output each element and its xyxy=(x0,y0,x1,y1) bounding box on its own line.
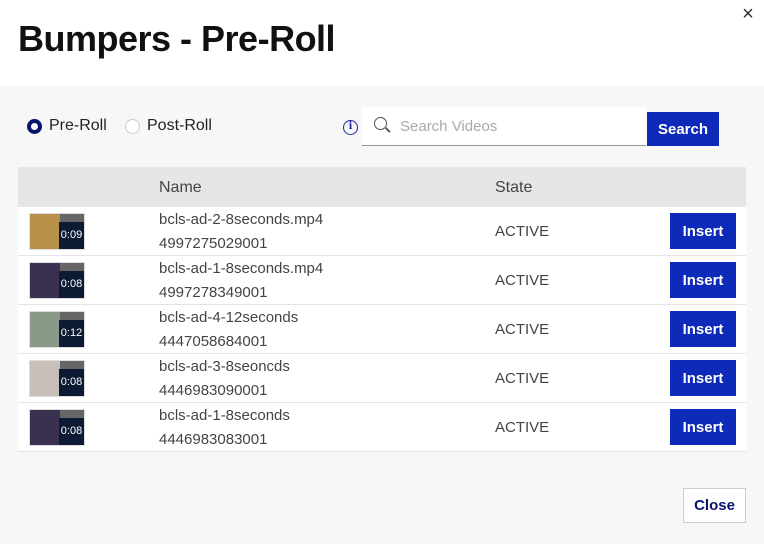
column-header-name: Name xyxy=(159,179,202,196)
table-row: 0:09 bcls-ad-2-8seconds.mp4 499727502900… xyxy=(18,207,746,256)
close-icon[interactable]: × xyxy=(742,3,754,25)
video-state: ACTIVE xyxy=(495,223,550,240)
radio-post-roll[interactable]: Post-Roll xyxy=(125,117,212,135)
table-row: 0:08 bcls-ad-3-8seoncds 4446983090001 AC… xyxy=(18,354,746,403)
insert-button[interactable]: Insert xyxy=(670,360,736,396)
table-row: 0:08 bcls-ad-1-8seconds.mp4 499727834900… xyxy=(18,256,746,305)
video-thumbnail[interactable]: 0:09 xyxy=(29,213,85,250)
dialog-title: Bumpers - Pre-Roll xyxy=(18,18,336,59)
duration-badge: 0:08 xyxy=(59,418,84,445)
table-row: 0:12 bcls-ad-4-12seconds 4447058684001 A… xyxy=(18,305,746,354)
search-input[interactable] xyxy=(400,107,640,145)
info-icon[interactable]: i xyxy=(343,120,358,135)
radio-label: Post-Roll xyxy=(147,117,212,134)
video-state: ACTIVE xyxy=(495,321,550,338)
table-header: Name State xyxy=(18,167,746,207)
search-button[interactable]: Search xyxy=(647,112,719,146)
video-thumbnail[interactable]: 0:08 xyxy=(29,262,85,299)
thumbnail-image xyxy=(30,312,60,347)
thumbnail-image xyxy=(30,361,60,396)
duration-badge: 0:08 xyxy=(59,369,84,396)
video-name: bcls-ad-3-8seoncds xyxy=(159,358,290,375)
search-box xyxy=(362,107,646,146)
thumbnail-image xyxy=(30,410,60,445)
thumbnail-image xyxy=(30,214,60,249)
video-name: bcls-ad-1-8seconds xyxy=(159,407,290,424)
video-id: 4446983090001 xyxy=(159,382,268,399)
video-state: ACTIVE xyxy=(495,419,550,436)
thumbnail-image xyxy=(30,263,60,298)
radio-label: Pre-Roll xyxy=(49,117,107,134)
video-name: bcls-ad-2-8seconds.mp4 xyxy=(159,211,324,228)
column-header-state: State xyxy=(495,179,533,196)
video-id: 4997278349001 xyxy=(159,284,268,301)
video-thumbnail[interactable]: 0:12 xyxy=(29,311,85,348)
videos-table: Name State 0:09 bcls-ad-2-8seconds.mp4 4… xyxy=(18,167,746,452)
search-icon xyxy=(374,117,387,130)
video-name: bcls-ad-4-12seconds xyxy=(159,309,299,326)
video-id: 4447058684001 xyxy=(159,333,268,350)
video-id: 4446983083001 xyxy=(159,431,268,448)
duration-badge: 0:12 xyxy=(59,320,84,347)
insert-button[interactable]: Insert xyxy=(670,262,736,298)
video-id: 4997275029001 xyxy=(159,235,268,252)
radio-checked-icon xyxy=(27,118,42,134)
insert-button[interactable]: Insert xyxy=(670,213,736,249)
insert-button[interactable]: Insert xyxy=(670,311,736,347)
duration-badge: 0:09 xyxy=(59,222,84,249)
video-state: ACTIVE xyxy=(495,370,550,387)
video-name: bcls-ad-1-8seconds.mp4 xyxy=(159,260,324,277)
insert-button[interactable]: Insert xyxy=(670,409,736,445)
table-row: 0:08 bcls-ad-1-8seconds 4446983083001 AC… xyxy=(18,403,746,452)
radio-pre-roll[interactable]: Pre-Roll xyxy=(27,117,107,135)
dialog-header: Bumpers - Pre-Roll × xyxy=(0,0,764,86)
close-button[interactable]: Close xyxy=(683,488,746,523)
duration-badge: 0:08 xyxy=(59,271,84,298)
radio-unchecked-icon xyxy=(125,118,140,134)
video-thumbnail[interactable]: 0:08 xyxy=(29,409,85,446)
video-state: ACTIVE xyxy=(495,272,550,289)
video-thumbnail[interactable]: 0:08 xyxy=(29,360,85,397)
